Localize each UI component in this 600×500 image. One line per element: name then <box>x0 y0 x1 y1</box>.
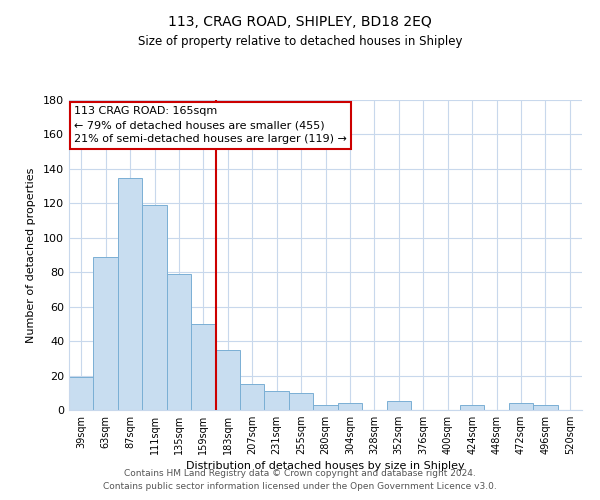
X-axis label: Distribution of detached houses by size in Shipley: Distribution of detached houses by size … <box>186 462 465 471</box>
Text: Size of property relative to detached houses in Shipley: Size of property relative to detached ho… <box>138 35 462 48</box>
Bar <box>533 405 557 410</box>
Bar <box>94 256 118 410</box>
Bar <box>313 405 338 410</box>
Bar <box>289 393 313 410</box>
Text: 113, CRAG ROAD, SHIPLEY, BD18 2EQ: 113, CRAG ROAD, SHIPLEY, BD18 2EQ <box>168 15 432 29</box>
Bar <box>460 405 484 410</box>
Text: Contains HM Land Registry data © Crown copyright and database right 2024.: Contains HM Land Registry data © Crown c… <box>124 468 476 477</box>
Bar <box>338 403 362 410</box>
Text: 113 CRAG ROAD: 165sqm
← 79% of detached houses are smaller (455)
21% of semi-det: 113 CRAG ROAD: 165sqm ← 79% of detached … <box>74 106 347 144</box>
Bar <box>215 350 240 410</box>
Bar <box>167 274 191 410</box>
Bar <box>69 378 94 410</box>
Bar <box>240 384 265 410</box>
Bar <box>191 324 215 410</box>
Y-axis label: Number of detached properties: Number of detached properties <box>26 168 36 342</box>
Text: Contains public sector information licensed under the Open Government Licence v3: Contains public sector information licen… <box>103 482 497 491</box>
Bar <box>386 402 411 410</box>
Bar <box>142 205 167 410</box>
Bar <box>509 403 533 410</box>
Bar <box>265 391 289 410</box>
Bar <box>118 178 142 410</box>
